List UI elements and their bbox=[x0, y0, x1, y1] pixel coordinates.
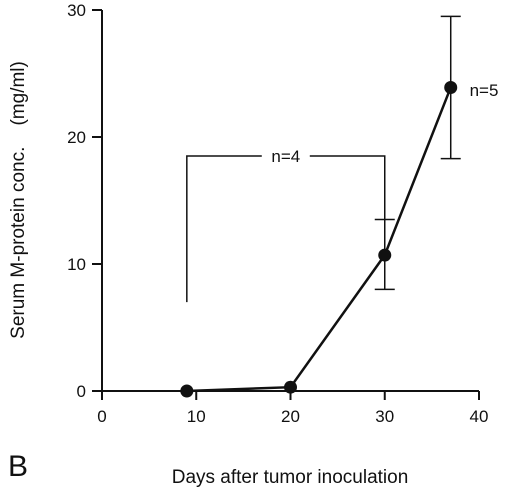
x-tick-label: 30 bbox=[375, 407, 394, 426]
panel-label: B bbox=[8, 450, 28, 483]
series-line bbox=[186, 87, 452, 393]
y-tick-label: 0 bbox=[77, 382, 86, 401]
data-point bbox=[180, 384, 194, 398]
series bbox=[180, 15, 461, 398]
axes: 0 10 20 30 40 0 10 20 30 bbox=[67, 1, 488, 426]
y-tick-label: 10 bbox=[67, 255, 86, 274]
y-tick-label: 30 bbox=[67, 1, 86, 20]
annotations: n=4 n=5 bbox=[186, 81, 499, 303]
x-axis-title: Days after tumor inoculation bbox=[172, 467, 409, 488]
y-tick-label: 20 bbox=[67, 128, 86, 147]
n4-bracket bbox=[186, 155, 386, 303]
x-tick-label: 0 bbox=[97, 407, 106, 426]
data-point bbox=[284, 380, 297, 394]
data-point bbox=[444, 80, 458, 94]
x-tick-label: 20 bbox=[281, 407, 300, 426]
x-tick-label: 40 bbox=[470, 407, 489, 426]
n5-label: n=5 bbox=[470, 81, 499, 100]
data-point bbox=[378, 248, 392, 262]
n4-label: n=4 bbox=[271, 147, 300, 166]
n4-label-backing bbox=[261, 146, 310, 167]
x-tick-label: 10 bbox=[187, 407, 206, 426]
y-axis-title: Serum M-protein conc. (mg/ml) bbox=[8, 61, 29, 339]
